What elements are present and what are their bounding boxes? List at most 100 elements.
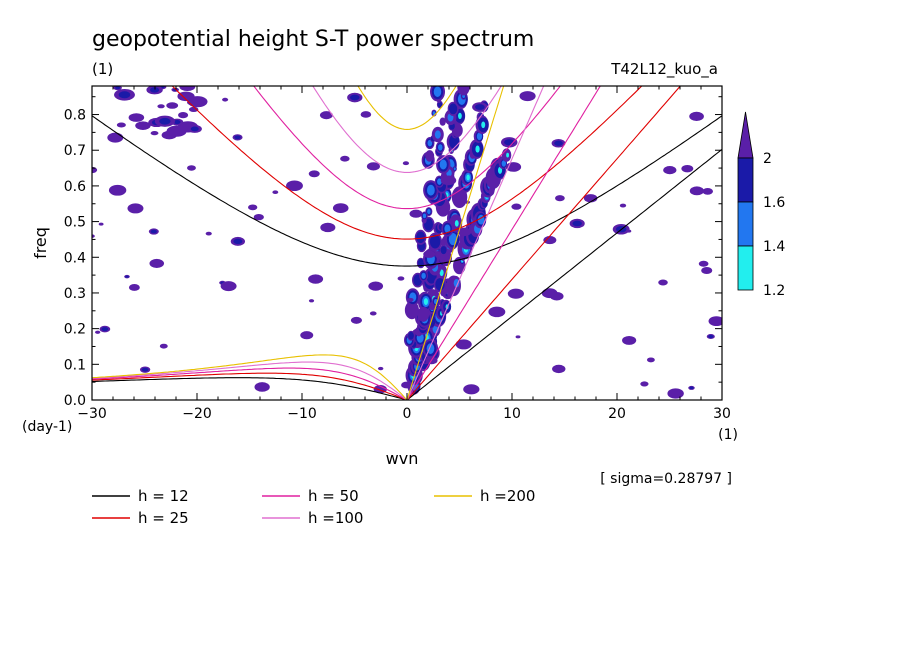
y-tick-label: 0.3 <box>64 286 86 302</box>
contour-patch <box>708 316 722 327</box>
dispersion-curves <box>92 86 722 400</box>
contour-patch <box>640 381 649 387</box>
contour-patch <box>402 161 410 166</box>
contour-patch <box>427 209 431 215</box>
y-tick-label: 0.4 <box>64 250 86 266</box>
contour-patch <box>438 144 443 151</box>
contour-patch <box>234 135 241 140</box>
colorbar-extend <box>737 111 754 159</box>
contour-patch <box>205 231 212 236</box>
contour-patch <box>457 227 472 237</box>
contour-patch <box>439 159 447 170</box>
contour-patch <box>519 91 536 102</box>
contour-patch <box>135 121 151 130</box>
contour-patch <box>173 120 181 125</box>
contour-patch <box>435 278 445 291</box>
contour-patch <box>360 111 372 118</box>
contour-patch <box>463 384 480 395</box>
contour-patch <box>178 112 189 119</box>
colorbar-label: 2 <box>763 151 772 167</box>
contour-patch <box>466 174 470 181</box>
contour-patch <box>554 140 563 146</box>
contour-patch <box>377 366 384 371</box>
contour-patch <box>319 111 333 120</box>
contour-patch <box>248 204 258 211</box>
plot-frame <box>91 85 723 401</box>
contour-patch <box>689 186 704 196</box>
contour-patch <box>440 175 457 186</box>
legend: h = 12 h = 25 h = 50 h =100 h =200 <box>92 487 535 527</box>
contour-patch <box>658 279 668 286</box>
contour-patch <box>166 102 179 109</box>
contour-patch <box>667 388 684 399</box>
contour-patch <box>150 87 160 93</box>
contour-patch <box>95 330 101 334</box>
contour-patch <box>159 343 168 349</box>
contour-patch <box>149 258 165 268</box>
legend-label: h = 50 <box>308 487 359 505</box>
gravity-wave-curve <box>357 86 457 130</box>
y-tick-label: 0.0 <box>64 393 86 409</box>
kelvin-curve <box>406 86 545 400</box>
rossby-curve <box>92 367 408 400</box>
contour-patch <box>425 150 435 162</box>
contour-patch <box>457 86 470 96</box>
colorbar-segment <box>737 245 754 291</box>
contour-patch <box>507 288 524 299</box>
kelvin-curve <box>406 148 722 400</box>
contour-patch <box>444 224 451 233</box>
rossby-curve <box>92 354 408 400</box>
y-axis: 0.0 0.1 0.2 0.3 0.4 0.5 0.6 0.7 0.8 <box>64 96 722 409</box>
legend-label: h = 12 <box>138 487 189 505</box>
contour-patch <box>698 260 709 267</box>
colorbar-label: 1.2 <box>763 283 785 299</box>
contour-patch <box>475 104 485 110</box>
contour-patch <box>220 281 237 292</box>
contour-patch <box>681 164 694 173</box>
x-tick-label: 30 <box>713 406 731 422</box>
x-tick-label: −30 <box>77 406 107 422</box>
contour-patch <box>300 331 314 340</box>
power-field <box>92 86 722 399</box>
contour-patch <box>416 231 425 244</box>
legend-label: h =200 <box>480 487 535 505</box>
contour-patch <box>501 160 507 167</box>
contour-patch <box>475 145 480 153</box>
legend-label: h = 25 <box>138 509 189 527</box>
contour-patch <box>552 364 566 374</box>
contour-patch <box>350 316 363 324</box>
contour-patch <box>488 306 506 318</box>
contour-patch <box>332 203 349 213</box>
contour-patch <box>453 167 456 171</box>
contour-patch <box>128 284 140 291</box>
contour-patch <box>308 170 320 178</box>
contour-patch <box>107 132 124 143</box>
contour-patch <box>543 236 557 245</box>
contour-patch <box>497 166 503 174</box>
x-tick-label: −20 <box>182 406 212 422</box>
x-axis: −30 −20 −10 0 10 20 30 <box>77 86 731 422</box>
gravity-wave-curve <box>253 86 561 210</box>
y-tick-label: 0.7 <box>64 143 86 159</box>
legend-label: h =100 <box>308 509 363 527</box>
contour-patch <box>222 97 229 102</box>
contour-patch <box>433 86 442 97</box>
gravity-wave-curve <box>171 86 643 240</box>
contour-patch <box>417 306 430 322</box>
contour-patch <box>141 367 149 372</box>
y-tick-label: 0.1 <box>64 357 86 373</box>
contour-patch <box>397 276 405 281</box>
contour-patch <box>177 91 195 102</box>
contour-patch <box>427 139 433 147</box>
contour-patch <box>434 251 441 258</box>
colorbar: 2 1.6 1.4 1.2 <box>737 111 785 299</box>
sigma-label: [ sigma=0.28797 ] <box>600 471 732 487</box>
y-axis-unit: (day-1) <box>22 419 72 435</box>
contour-patch <box>515 335 521 339</box>
contour-patch <box>449 103 458 115</box>
contour-patch <box>506 152 510 158</box>
contour-patch <box>423 250 436 258</box>
contour-patch <box>622 335 637 345</box>
contour-patch <box>98 222 104 226</box>
